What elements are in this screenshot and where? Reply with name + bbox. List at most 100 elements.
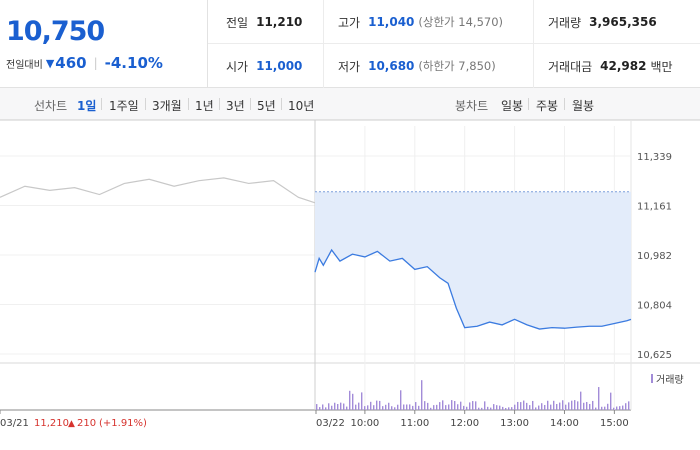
tab-5year[interactable]: 5년 <box>257 99 276 113</box>
volume-bar <box>544 404 546 410</box>
stat-high: 고가 11,040 (상한가 14,570) <box>324 0 534 44</box>
volume-bar <box>529 405 531 410</box>
volume-bar <box>442 400 444 410</box>
current-price: 10,750 <box>6 16 105 47</box>
change-value: 460 <box>55 54 87 72</box>
tab-3year[interactable]: 3년 <box>226 99 245 113</box>
volume-bar <box>574 400 576 410</box>
volume-bar <box>337 404 339 410</box>
volume-bar <box>403 404 405 410</box>
volume-bar <box>505 407 507 410</box>
x-tick-label: 03/21 <box>0 418 29 429</box>
stat-label: 고가 <box>338 15 361 30</box>
volume-bar <box>568 402 570 410</box>
volume-bar <box>535 407 537 410</box>
volume-bar <box>502 406 504 410</box>
volume-bar <box>619 406 621 410</box>
volume-bar <box>565 404 567 410</box>
volume-bar <box>457 404 459 410</box>
prev-day-change: 210 <box>77 418 96 429</box>
volume-bar <box>532 400 534 410</box>
stats-grid: 전일 11,210 고가 11,040 (상한가 14,570) 거래량 3,9… <box>208 0 700 88</box>
stat-label: 거래대금 <box>548 59 593 74</box>
volume-bar <box>580 391 582 410</box>
stat-label: 저가 <box>338 59 361 74</box>
tab-1year[interactable]: 1년 <box>195 99 214 113</box>
volume-bar <box>412 405 414 410</box>
volume-bar <box>316 404 318 410</box>
volume-bar <box>436 404 438 410</box>
volume-bar <box>571 400 573 410</box>
divider: | <box>93 56 98 70</box>
volume-bar <box>511 407 513 410</box>
volume-bar <box>334 402 336 410</box>
volume-bar <box>463 405 465 410</box>
volume-bar <box>478 407 480 410</box>
price-summary: 10,750 전일대비 ▼ 460 | -4.10% <box>0 0 208 88</box>
volume-bar <box>367 405 369 410</box>
volume-bar <box>601 406 603 410</box>
down-arrow-icon: ▼ <box>45 56 55 70</box>
volume-bar <box>559 402 561 410</box>
price-change: 전일대비 ▼ 460 | -4.10% <box>6 54 163 72</box>
volume-bar <box>424 401 426 410</box>
stat-prev-close: 전일 11,210 <box>208 0 324 44</box>
volume-bar <box>400 390 402 410</box>
stat-open: 시가 11,000 <box>208 44 324 88</box>
volume-bar <box>589 403 591 410</box>
x-tick-label: 11:00 <box>400 418 429 429</box>
volume-bar <box>484 401 486 410</box>
volume-bar <box>433 405 435 410</box>
volume-bar <box>616 406 618 410</box>
volume-bar <box>325 407 327 410</box>
tab-weekly-candle[interactable]: 주봉 <box>536 99 559 113</box>
volume-legend-label: 거래량 <box>656 374 684 386</box>
volume-bar <box>604 406 606 410</box>
volume-bar <box>349 390 351 410</box>
x-tick-label: 03/22 <box>316 418 345 429</box>
tab-3month[interactable]: 3개월 <box>152 99 182 113</box>
tab-daily-candle[interactable]: 일봉 <box>501 99 524 113</box>
volume-bar <box>373 405 375 410</box>
stat-value: 3,965,356 <box>589 15 657 29</box>
volume-bar <box>508 407 510 410</box>
volume-bar <box>472 401 474 410</box>
today-area-fill <box>315 191 631 330</box>
volume-bar <box>406 404 408 410</box>
volume-bar <box>385 404 387 410</box>
tab-1day[interactable]: 1일 <box>77 99 97 113</box>
y-tick-label: 10,982 <box>637 251 672 262</box>
volume-bar <box>352 393 354 410</box>
volume-bar <box>379 400 381 410</box>
volume-bar <box>328 403 330 410</box>
volume-bar <box>370 401 372 410</box>
volume-bar <box>376 400 378 410</box>
volume-bar <box>364 406 366 410</box>
volume-bar <box>460 401 462 410</box>
tab-1week[interactable]: 1주일 <box>109 99 139 113</box>
stat-trade-value: 거래대금 42,982 백만 <box>534 44 700 88</box>
tab-divider <box>145 98 146 110</box>
tab-10year[interactable]: 10년 <box>288 99 315 113</box>
volume-bar <box>427 402 429 410</box>
volume-bar <box>331 405 333 410</box>
volume-bar <box>409 404 411 410</box>
tab-divider <box>528 98 529 110</box>
prev-day-close: 11,210 <box>34 418 69 429</box>
x-tick-label: 14:00 <box>550 418 579 429</box>
volume-bar <box>394 407 396 410</box>
stat-value: 42,982 <box>600 59 647 73</box>
volume-bar <box>541 403 543 410</box>
volume-bar <box>355 404 357 410</box>
volume-bar <box>340 402 342 410</box>
tab-divider <box>101 98 102 110</box>
quote-header: 10,750 전일대비 ▼ 460 | -4.10% 전일 11,210 고가 … <box>0 0 700 88</box>
volume-bar <box>523 400 525 410</box>
volume-bar <box>448 404 450 410</box>
tab-monthly-candle[interactable]: 월봉 <box>572 99 595 113</box>
volume-legend-swatch <box>651 374 653 383</box>
volume-bar <box>586 401 588 410</box>
volume-bar <box>382 406 384 410</box>
volume-bar <box>517 401 519 410</box>
volume-bar <box>496 405 498 410</box>
